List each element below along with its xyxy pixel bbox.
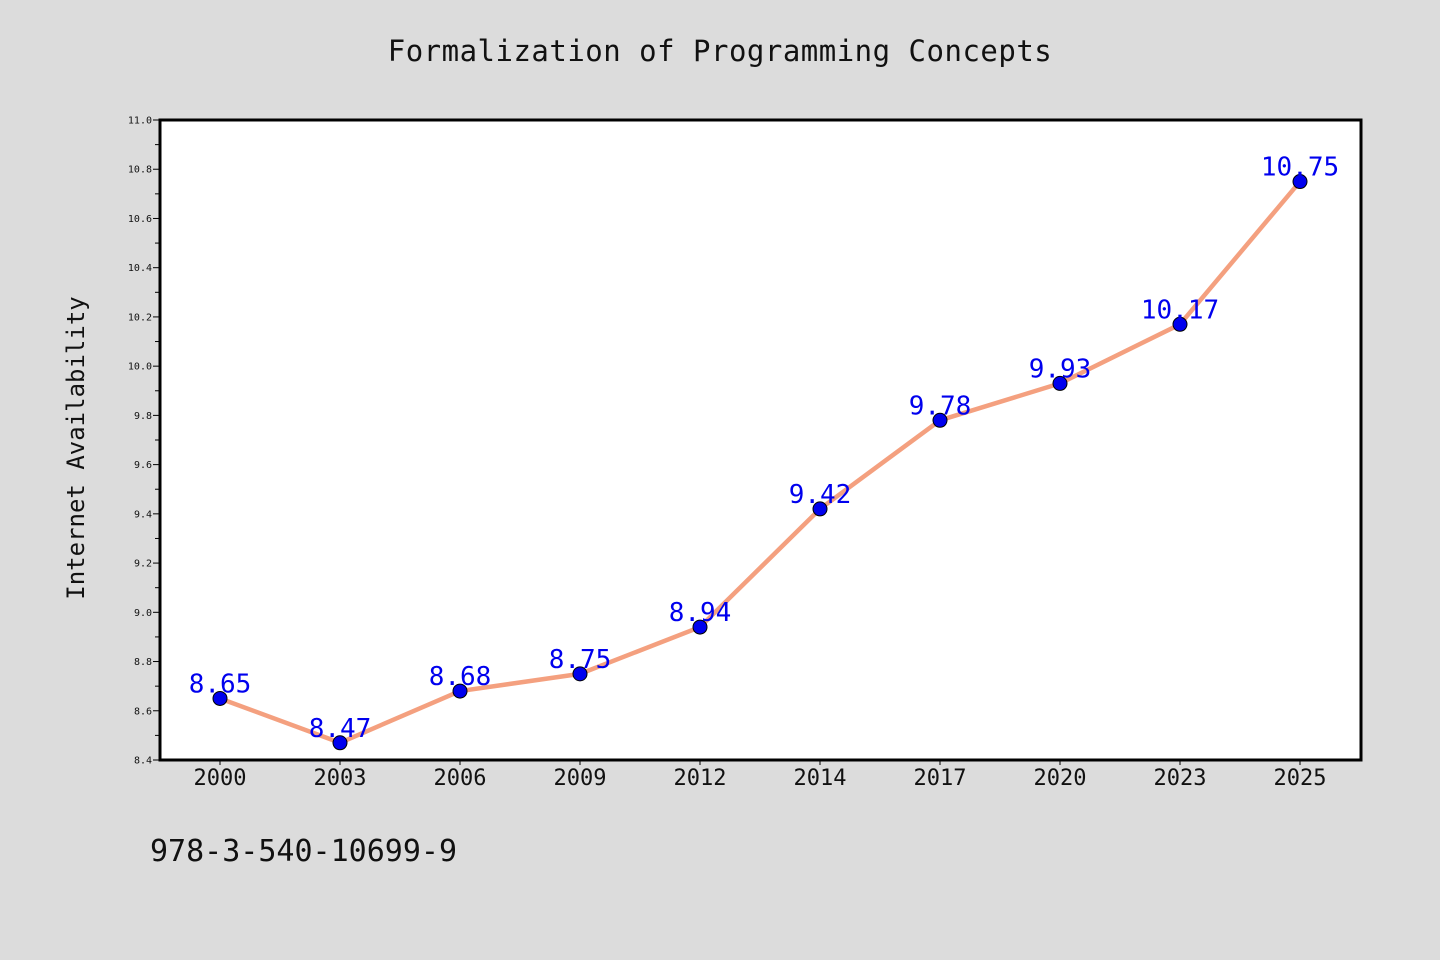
x-tick-label: 2009 <box>554 766 607 791</box>
x-tick-label: 2023 <box>1154 766 1207 791</box>
x-tick-label: 2012 <box>674 766 727 791</box>
data-label: 10.17 <box>1141 295 1219 325</box>
y-tick-label: 10.4 <box>128 263 152 274</box>
data-label: 9.42 <box>789 480 852 510</box>
data-point <box>452 683 468 699</box>
plot-area <box>160 120 1361 760</box>
y-tick-label: 9.8 <box>134 411 152 422</box>
y-tick-label: 8.8 <box>134 657 152 668</box>
x-tick-label: 2025 <box>1274 766 1327 791</box>
data-label: 8.68 <box>429 662 492 692</box>
data-point <box>932 412 948 428</box>
data-point <box>1172 316 1188 332</box>
data-label: 9.93 <box>1029 354 1092 384</box>
data-point <box>812 501 828 517</box>
data-point <box>1292 174 1308 190</box>
y-tick-label: 10.2 <box>128 312 152 323</box>
data-label: 8.75 <box>549 645 612 675</box>
data-point <box>572 666 588 682</box>
y-axis-label: Internet Availability <box>62 296 90 599</box>
x-tick-label: 2020 <box>1034 766 1087 791</box>
x-tick-label: 2017 <box>914 766 967 791</box>
x-tick-label: 2000 <box>194 766 247 791</box>
y-tick-label: 9.2 <box>134 559 152 570</box>
plot-frame <box>158 118 1363 762</box>
data-label: 9.78 <box>909 391 972 421</box>
series-line <box>217 179 1303 746</box>
y-tick-label: 9.6 <box>134 460 152 471</box>
footer-identifier: 978-3-540-10699-9 <box>150 834 458 869</box>
y-tick-label: 11.0 <box>128 116 152 127</box>
data-label: 8.65 <box>189 669 252 699</box>
y-tick-label: 10.6 <box>128 214 152 225</box>
x-axis: 2000 2003 2006 2009 2012 2014 2017 2020 2023 2025 <box>194 760 1327 791</box>
series-layer: 8.65 8.47 8.68 8.75 8.94 9.42 9.78 9.93 10.17 10.… <box>189 153 1339 751</box>
data-label: 10.75 <box>1261 153 1339 183</box>
data-point <box>1052 375 1068 391</box>
y-tick-label: 9.4 <box>134 509 152 520</box>
chart-title: Formalization of Programming Concepts <box>387 34 1053 68</box>
x-tick-label: 2006 <box>434 766 487 791</box>
y-tick-label: 10.0 <box>128 362 152 373</box>
x-tick-label: 2014 <box>794 766 847 791</box>
data-point <box>212 690 228 706</box>
y-tick-label: 10.8 <box>128 165 152 176</box>
data-label: 8.94 <box>669 598 732 628</box>
x-tick-label: 2003 <box>314 766 367 791</box>
data-label: 8.47 <box>309 714 372 744</box>
y-tick-label: 8.4 <box>134 756 152 767</box>
data-point <box>692 619 708 635</box>
y-tick-label: 8.6 <box>134 706 152 717</box>
data-point <box>332 735 348 751</box>
y-axis: 8.4 8.6 8.8 9.0 9.2 9.4 9.6 9.8 10.0 10.2 10.4 10.6… <box>128 116 160 767</box>
y-tick-label: 9.0 <box>134 608 152 619</box>
